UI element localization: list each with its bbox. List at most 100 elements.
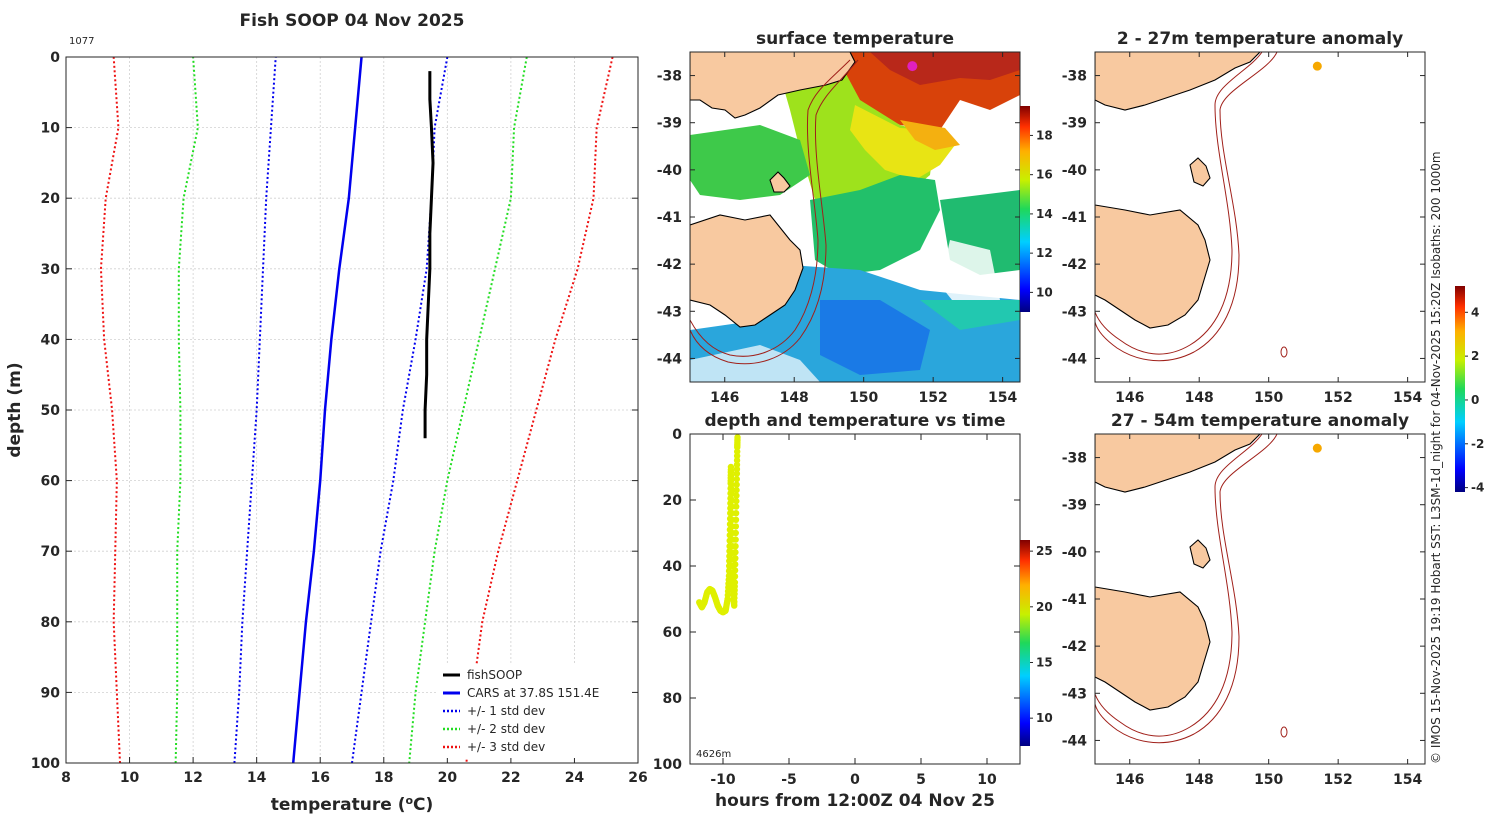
dt-point xyxy=(728,490,735,497)
dt-ytick-label: 100 xyxy=(653,757,682,773)
map-ytick-label: -41 xyxy=(1062,210,1087,226)
anomaly1-title: 2 - 27m temperature anomaly xyxy=(1117,29,1403,49)
profile-ytick-label: 40 xyxy=(41,332,61,348)
profile-ytick-label: 90 xyxy=(41,685,61,701)
anomaly2-isobath-1000 xyxy=(1095,434,1278,744)
anomaly1-isobath-1000 xyxy=(1095,52,1278,362)
dt-ytick-label: 40 xyxy=(663,559,683,575)
profile-ticks: 8 10 12 14 16 18 20 22 24 26 0 10 20 30 40 50 60 70 80 90 10… xyxy=(31,50,648,786)
colorbar-tick-label: 12 xyxy=(1036,246,1053,260)
legend-label: CARS at 37.8S 151.4E xyxy=(467,686,599,700)
profile-xtick-label: 12 xyxy=(183,770,202,786)
colorbar-tick-label: 2 xyxy=(1471,349,1479,363)
depth-time-title: depth and temperature vs time xyxy=(705,411,1006,431)
dt-point xyxy=(732,529,739,537)
dt-ytick-label: 80 xyxy=(663,691,683,707)
profile-ytick-label: 70 xyxy=(41,544,61,560)
anomaly2-mainland xyxy=(1095,434,1261,493)
map-ytick-label: -40 xyxy=(1062,545,1088,561)
map-xtick-label: 146 xyxy=(710,390,739,406)
sst-field xyxy=(690,52,1020,382)
anomaly2-tasmania xyxy=(1095,586,1211,711)
profile-xlabel: temperature (oC) xyxy=(271,794,434,815)
map-ytick-label: -38 xyxy=(1062,69,1087,85)
anomaly1-ticks: 146 148 150 152 154 -38 -39 -40 -41 -42 -43 -44 xyxy=(1062,52,1425,406)
vertical-caption: © IMOS 15-Nov-2025 19:19 Hobart SST: L3S… xyxy=(1429,151,1443,764)
dt-point xyxy=(732,536,739,543)
anomaly2-island xyxy=(1189,539,1211,569)
profile-series--2-std-dev-branch-0 xyxy=(408,57,528,763)
colorbar-tick-label: 0 xyxy=(1471,393,1479,407)
dt-point xyxy=(732,523,740,530)
map-xtick-label: 148 xyxy=(780,390,809,406)
dt-point xyxy=(732,543,739,550)
depth-time-colorbar-ticks: 10 15 20 25 xyxy=(1030,544,1053,725)
dt-point xyxy=(733,497,740,505)
sst-title: surface temperature xyxy=(756,29,954,49)
sst-hot-patch xyxy=(870,52,1020,85)
map-xtick-label: 152 xyxy=(1324,390,1353,406)
map-ytick-label: -39 xyxy=(1062,116,1087,132)
map-ytick-label: -39 xyxy=(1062,498,1087,514)
profile-xtick-label: 18 xyxy=(374,770,393,786)
anomaly2-title: 27 - 54m temperature anomaly xyxy=(1111,411,1409,431)
colorbar-tick-label: 18 xyxy=(1036,128,1053,142)
sst-island xyxy=(769,171,791,193)
depth-time-colorbar xyxy=(1020,540,1030,746)
anomaly-colorbar-ticks: -4 -2 0 2 4 xyxy=(1465,305,1484,495)
colorbar-tick-label: -4 xyxy=(1471,481,1484,495)
dt-point xyxy=(732,561,739,568)
map-ytick-label: -38 xyxy=(1062,451,1087,467)
sst-yellow-band xyxy=(850,105,955,180)
dt-xtick-label: -10 xyxy=(710,772,736,788)
dt-point xyxy=(731,567,739,574)
dt-point xyxy=(728,503,735,510)
map-ytick-label: -44 xyxy=(657,351,683,367)
map-ytick-label: -44 xyxy=(1062,351,1088,367)
dt-point xyxy=(733,481,740,488)
depth-time-corner-label: 4626m xyxy=(696,749,731,760)
anomaly2-ticks: 146 148 150 152 154 -38 -39 -40 -41 -42 -43 -44 xyxy=(1062,434,1425,788)
dt-point xyxy=(733,475,740,483)
anomaly1-mainland xyxy=(1095,52,1261,111)
map-ytick-label: -43 xyxy=(1062,304,1087,320)
anomaly2-seamount xyxy=(1280,726,1288,738)
anomaly1-seamount xyxy=(1280,346,1288,358)
map-xtick-label: 152 xyxy=(919,390,948,406)
map-ytick-label: -44 xyxy=(1062,733,1088,749)
sst-isobath-200 xyxy=(690,59,851,357)
map-xtick-label: 148 xyxy=(1185,390,1214,406)
map-xtick-label: 154 xyxy=(1393,772,1422,788)
profile-corner-label: 1077 xyxy=(69,36,94,47)
map-ytick-label: -43 xyxy=(657,304,682,320)
anomaly-colorbar xyxy=(1455,286,1465,492)
profile-xtick-label: 22 xyxy=(501,770,520,786)
colorbar-tick-label: 25 xyxy=(1036,544,1053,558)
profile-ytick-label: 80 xyxy=(41,615,61,631)
map-ytick-label: -38 xyxy=(657,69,682,85)
colorbar-tick-label: 16 xyxy=(1036,168,1053,182)
profile-series xyxy=(99,57,614,763)
profile-ytick-label: 10 xyxy=(41,121,61,137)
dt-point xyxy=(733,492,740,499)
profile-ytick-label: 20 xyxy=(41,191,61,207)
sst-cold-core xyxy=(820,300,930,375)
dt-point xyxy=(731,573,739,580)
profile-xtick-label: 10 xyxy=(120,770,140,786)
map-ytick-label: -41 xyxy=(657,210,682,226)
profile-xtick-label: 16 xyxy=(310,770,329,786)
sst-location-marker xyxy=(907,61,918,72)
map-xtick-label: 148 xyxy=(1185,772,1214,788)
depth-time-xlabel: hours from 12:00Z 04 Nov 25 xyxy=(715,791,995,811)
dt-point xyxy=(732,549,739,556)
map-xtick-label: 152 xyxy=(1324,772,1353,788)
colorbar-tick-label: 10 xyxy=(1036,711,1053,725)
dt-xtick-label: -5 xyxy=(781,772,797,788)
dt-ytick-label: 0 xyxy=(672,427,682,443)
profile-series--3-std-dev-branch-1 xyxy=(99,57,122,763)
dt-xtick-label: 10 xyxy=(977,772,997,788)
sst-map: surface temperature 146 148 1 xyxy=(657,29,1053,406)
profile-xtick-label: 20 xyxy=(438,770,458,786)
profile-series-cars-at-37-8s-151-4e xyxy=(291,57,363,763)
